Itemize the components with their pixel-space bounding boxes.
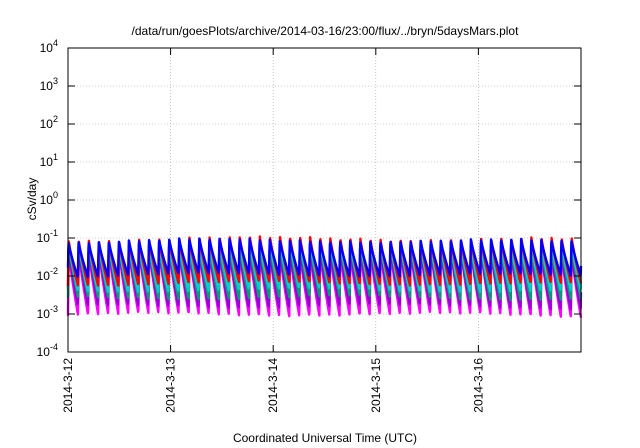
y-tick-label: 103 (40, 76, 58, 93)
chart-title: /data/run/goesPlots/archive/2014-03-16/2… (132, 24, 520, 38)
x-axis-label: Coordinated Universal Time (UTC) (233, 431, 417, 445)
series-layer (66, 235, 583, 318)
y-axis-label: cSv/day (25, 178, 39, 221)
x-ticks: 2014-3-12 2014-3-13 2014-3-14 2014-3-15 2014… (61, 48, 485, 413)
grid (68, 48, 581, 352)
y-tick-label: 10-1 (37, 228, 58, 245)
y-tick-label: 10-4 (37, 342, 58, 359)
y-ticks: 10-4 10-3 10-2 10-1 100 101 102 103 104 (37, 38, 581, 359)
series-line (66, 237, 583, 279)
y-tick-label: 104 (40, 38, 58, 55)
y-tick-label: 10-3 (37, 304, 58, 321)
x-tick-label: 2014-3-16 (471, 358, 485, 413)
plot-frame (67, 47, 582, 353)
y-tick-label: 101 (40, 152, 58, 169)
x-tick-label: 2014-3-14 (266, 358, 280, 413)
y-tick-label: 102 (40, 114, 58, 131)
x-tick-label: 2014-3-13 (164, 358, 178, 413)
x-tick-label: 2014-3-15 (369, 358, 383, 413)
y-tick-label: 10-2 (37, 266, 58, 283)
y-tick-label: 100 (40, 190, 58, 207)
x-tick-label: 2014-3-12 (61, 358, 75, 413)
